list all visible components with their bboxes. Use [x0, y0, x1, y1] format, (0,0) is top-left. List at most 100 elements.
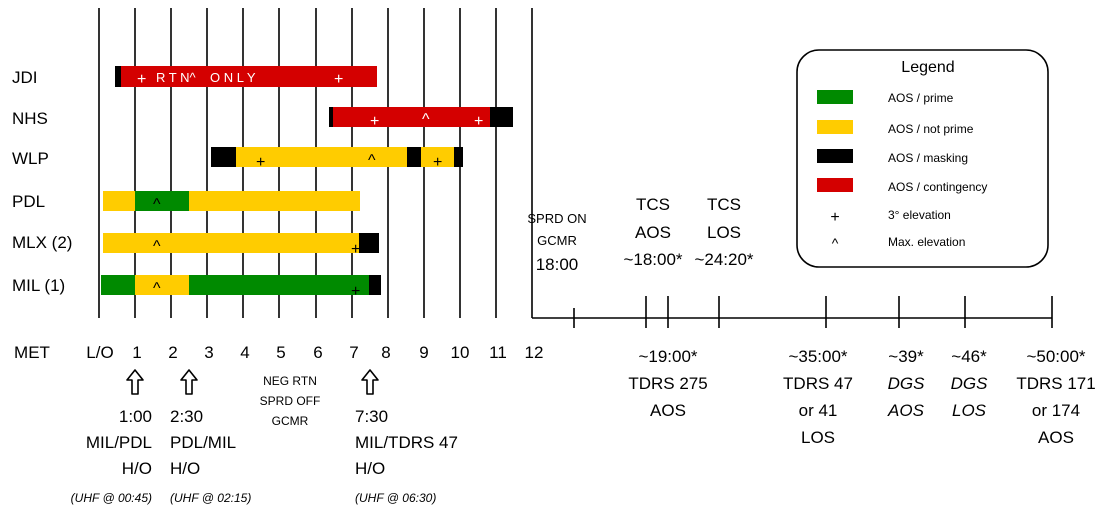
legend-label: Max. elevation: [888, 235, 965, 249]
event-text: AOS: [887, 401, 925, 420]
event-text: ~18:00*: [623, 250, 682, 269]
jdi-rtn-only-label: R T N^ O N L Y: [156, 70, 256, 85]
event-text: or 174: [1032, 401, 1080, 420]
legend-label: 3° elevation: [888, 208, 951, 222]
event-text: LOS: [952, 401, 987, 420]
note-text: SPRD OFF: [260, 394, 321, 408]
mil-not-prime-segment: [135, 275, 190, 295]
event-text: ~24:20*: [694, 250, 753, 269]
wlp-masking-segment: [454, 147, 463, 167]
mil-masking-segment: [369, 275, 381, 295]
nhs-coverage-row: + ^ +: [329, 107, 513, 130]
nhs-max-elevation-marker: ^: [422, 111, 430, 128]
mil-max-elevation-marker: ^: [153, 280, 161, 297]
event-text: ~39*: [888, 347, 924, 366]
wlp-masking-segment: [407, 147, 422, 167]
mlx-not-prime-segment: [103, 233, 360, 253]
pdl-not-prime-segment: [103, 191, 136, 211]
tick-label: 3: [204, 343, 213, 362]
event-text: ~35:00*: [788, 347, 847, 366]
legend-label: AOS / prime: [888, 91, 954, 105]
jdi-elevation-marker: +: [137, 71, 146, 88]
handover-text: H/O: [122, 459, 152, 478]
mlx-coverage-row: ^ +: [103, 233, 379, 258]
handover-uhf-note: (UHF @ 06:30): [355, 491, 436, 505]
tick-label: 8: [381, 343, 390, 362]
station-label-mlx: MLX (2): [12, 233, 72, 252]
handover-text: 1:00: [119, 407, 152, 426]
legend-title: Legend: [901, 59, 954, 76]
dgs-los-event: ~46* DGS LOS: [951, 347, 989, 420]
handover-mil-pdl: 1:00 MIL/PDL H/O (UHF @ 00:45): [71, 407, 152, 505]
tick-label: 4: [240, 343, 249, 362]
handover-pdl-mil: 2:30 PDL/MIL H/O (UHF @ 02:15): [170, 407, 251, 505]
event-text: AOS: [1038, 428, 1074, 447]
station-label-nhs: NHS: [12, 109, 48, 128]
handover-mil-tdrs47: 7:30 MIL/TDRS 47 H/O (UHF @ 06:30): [355, 407, 458, 505]
station-label-pdl: PDL: [12, 192, 45, 211]
jdi-contingency-segment: [121, 66, 377, 87]
mil-elevation-marker: +: [351, 283, 360, 300]
tick-label: 5: [276, 343, 285, 362]
tick-label: 7: [349, 343, 358, 362]
handover-text: H/O: [355, 459, 385, 478]
tcs-aos-event: TCS AOS ~18:00*: [623, 195, 682, 269]
jdi-masking-segment: [115, 66, 122, 87]
tick-label: 11: [489, 343, 507, 362]
event-text: SPRD ON: [527, 211, 586, 226]
handover-arrow-icon: [361, 369, 379, 395]
event-text: TDRS 171: [1016, 374, 1095, 393]
wlp-not-prime-segment: [421, 147, 455, 167]
station-labels: JDI NHS WLP PDL MLX (2) MIL (1): [12, 68, 72, 295]
tick-label: 9: [419, 343, 428, 362]
legend-label: AOS / contingency: [888, 180, 987, 194]
mil-prime-segment: [189, 275, 370, 295]
mlx-elevation-marker: +: [351, 241, 360, 258]
station-label-jdi: JDI: [12, 68, 38, 87]
legend: Legend AOS / prime AOS / not prime AOS /…: [796, 49, 1049, 268]
handover-text: PDL/MIL: [170, 433, 236, 452]
mlx-max-elevation-marker: ^: [153, 238, 161, 255]
tcs-los-event: TCS LOS ~24:20*: [694, 195, 753, 269]
pdl-max-elevation-marker: ^: [153, 196, 161, 213]
tick-label: 2: [168, 343, 177, 362]
tick-label: 10: [451, 343, 470, 362]
dgs-aos-event: ~39* DGS AOS: [887, 347, 925, 420]
mil-prime-segment: [101, 275, 136, 295]
tick-label: 6: [313, 343, 322, 362]
event-text: TDRS 275: [628, 374, 707, 393]
nhs-masking-segment: [329, 107, 334, 127]
legend-swatch-masking: [817, 149, 853, 163]
handover-uhf-note: (UHF @ 00:45): [71, 491, 152, 505]
legend-frame: [796, 49, 1049, 268]
met-axis: [532, 296, 1053, 328]
nhs-contingency-segment: [333, 107, 491, 127]
pdl-coverage-row: ^: [103, 191, 360, 213]
nhs-masking-segment: [490, 107, 513, 127]
tdrs-275-event: ~19:00* TDRS 275 AOS: [628, 347, 707, 420]
handover-arrow-icon: [180, 369, 198, 395]
legend-label: AOS / masking: [888, 151, 968, 165]
event-text: AOS: [635, 223, 671, 242]
caret-icon: ^: [832, 235, 839, 251]
mlx-masking-segment: [359, 233, 379, 253]
tick-label: 12: [525, 343, 544, 362]
event-text: ~19:00*: [638, 347, 697, 366]
sprd-on-event: SPRD ON GCMR 18:00: [527, 211, 586, 274]
plus-icon: +: [830, 209, 839, 226]
jdi-elevation-marker: +: [334, 71, 343, 88]
station-label-mil: MIL (1): [12, 276, 65, 295]
note-text: GCMR: [272, 414, 309, 428]
legend-swatch-not-prime: [817, 120, 853, 134]
lo-label: L/O: [86, 343, 113, 362]
wlp-not-prime-segment: [236, 147, 408, 167]
handover-text: 7:30: [355, 407, 388, 426]
tdrs-47-event: ~35:00* TDRS 47 or 41 LOS: [783, 347, 853, 447]
event-text: AOS: [650, 401, 686, 420]
nhs-elevation-marker: +: [474, 113, 483, 130]
wlp-elevation-marker: +: [256, 154, 265, 171]
event-text: ~46*: [951, 347, 987, 366]
event-text: 18:00: [536, 255, 579, 274]
